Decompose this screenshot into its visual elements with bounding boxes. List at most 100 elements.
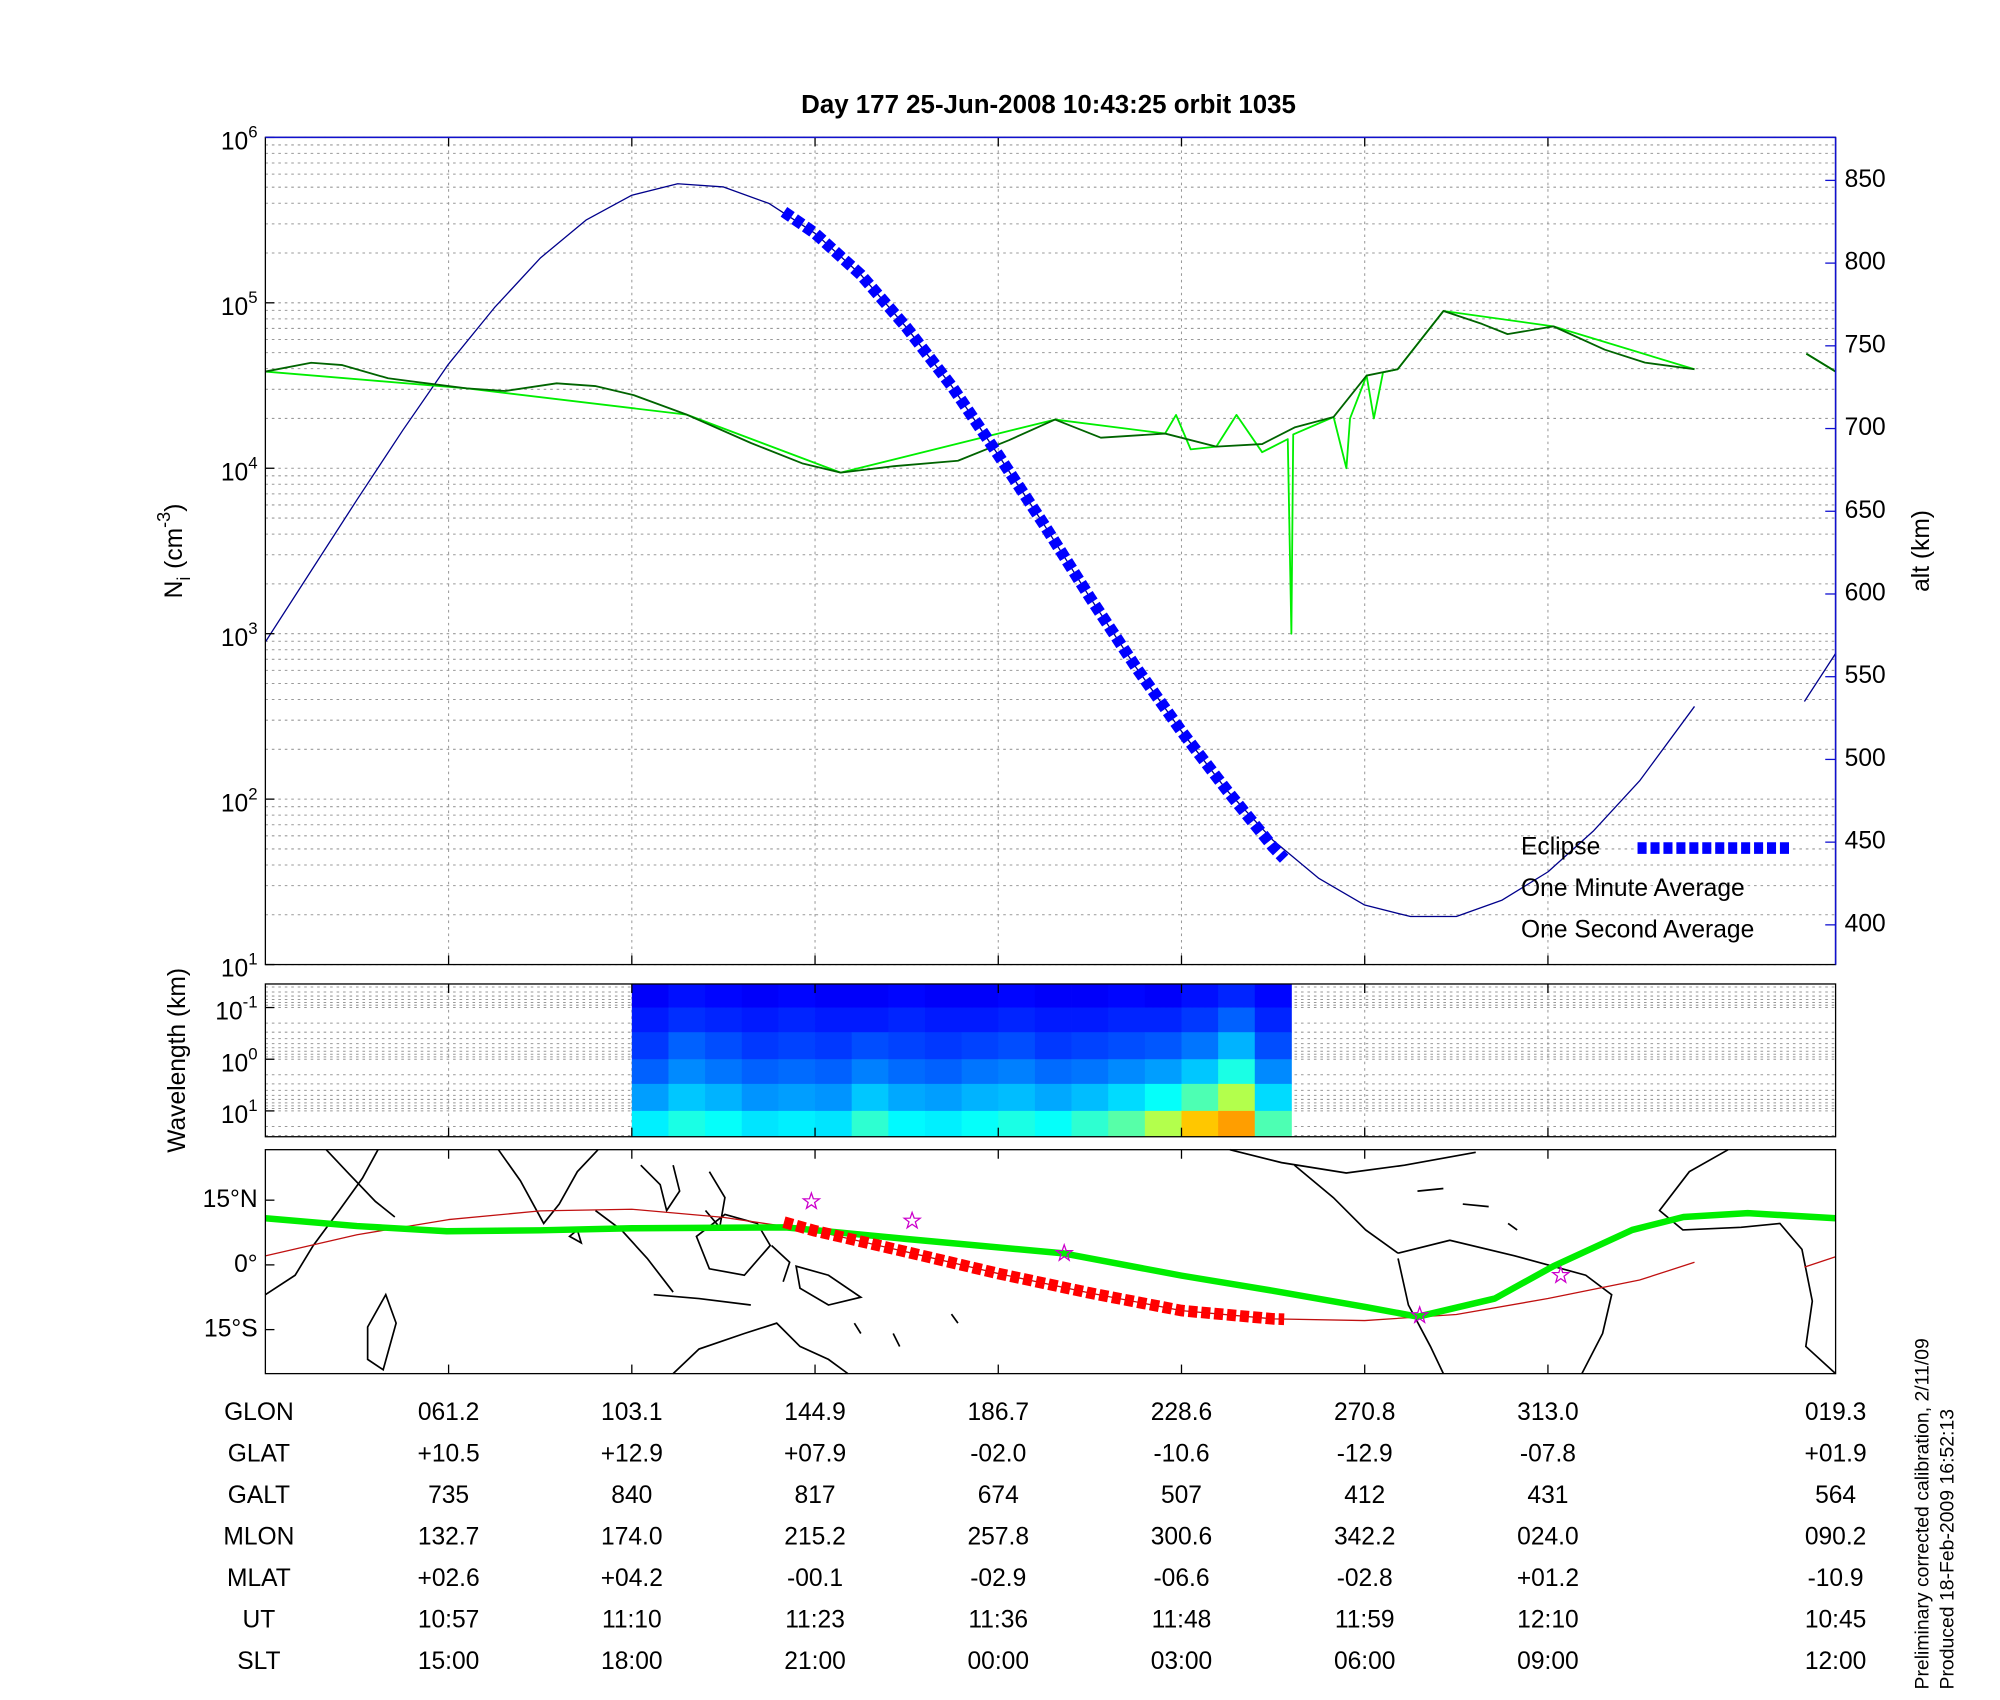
y-tick-label-base: 10 (215, 998, 242, 1025)
heat-cell (1218, 1007, 1256, 1033)
y-tick-label-power: 6 (248, 122, 257, 141)
heat-cell (1071, 983, 1109, 1008)
heat-cell (1034, 1059, 1072, 1085)
table-cell: 019.3 (1805, 1399, 1867, 1426)
y-tick-label: 104 (221, 453, 258, 486)
heat-cell (1034, 983, 1072, 1008)
heat-cell (924, 1007, 963, 1033)
heat-cell (1071, 1007, 1109, 1033)
star-marker (1054, 1242, 1075, 1262)
heat-cell (1181, 1083, 1219, 1112)
heat-cell (778, 1007, 816, 1033)
heat-cell (888, 1007, 926, 1033)
heat-cell (998, 1059, 1036, 1085)
table-cell: -10.6 (1153, 1441, 1209, 1468)
table-cell: -02.8 (1337, 1565, 1393, 1592)
heat-cell (924, 1083, 963, 1112)
star-marker (1409, 1304, 1430, 1324)
table-cell: 132.7 (418, 1524, 480, 1551)
table-cell: 144.9 (784, 1399, 846, 1426)
heat-cell (741, 1083, 779, 1112)
heat-cell (1071, 1059, 1109, 1085)
heat-cell (815, 1110, 853, 1138)
star-marker (801, 1191, 822, 1210)
row-header: GLAT (228, 1441, 290, 1468)
heat-cell (741, 1059, 779, 1085)
heat-cell (741, 1032, 779, 1060)
heat-cell (815, 1059, 853, 1085)
table-cell: -06.6 (1153, 1565, 1209, 1592)
row-header: GLON (224, 1399, 294, 1426)
legend-label: Eclipse (1521, 834, 1600, 861)
table-cell: -00.1 (787, 1565, 843, 1592)
heat-cell (924, 983, 963, 1008)
y2-tick-label: 600 (1845, 579, 1886, 606)
heat-cell (888, 1059, 926, 1085)
heat-cell (1034, 1110, 1072, 1138)
heat-cell (851, 1083, 889, 1112)
table-cell: 00:00 (968, 1648, 1030, 1675)
heat-cell (631, 1083, 669, 1112)
heat-cell (1144, 1007, 1182, 1033)
y-tick-label-power: 1 (248, 950, 257, 969)
table-cell: -02.9 (970, 1565, 1026, 1592)
table-cell: -07.8 (1520, 1441, 1576, 1468)
series-line (782, 1216, 1285, 1326)
table-cell: -02.0 (970, 1441, 1026, 1468)
heat-cell (668, 1059, 706, 1085)
heat-cell (998, 983, 1036, 1008)
heat-cell (961, 1007, 999, 1033)
heat-cell (815, 1032, 853, 1060)
table-cell: 03:00 (1151, 1648, 1213, 1675)
heat-cell (1254, 983, 1292, 1008)
heat-cell (668, 1032, 706, 1060)
table-cell: 215.2 (784, 1524, 846, 1551)
y-axis-label-part: -3 (154, 512, 174, 528)
table-cell: +10.5 (417, 1441, 479, 1468)
heat-cell (631, 1007, 669, 1033)
table-cell: 431 (1527, 1482, 1568, 1509)
y-tick-label-base: 15°N (203, 1186, 258, 1213)
table-cell: 257.8 (968, 1524, 1030, 1551)
heat-cell (888, 983, 926, 1008)
series-line (265, 310, 1837, 474)
heat-cell (631, 983, 669, 1008)
heat-cell (815, 1083, 853, 1112)
table-cell: 18:00 (601, 1648, 663, 1675)
table-cell: 11:36 (968, 1606, 1028, 1633)
heat-cell (741, 1007, 779, 1033)
table-cell: 11:23 (785, 1606, 845, 1633)
y-tick-label-power: 0 (248, 1044, 257, 1063)
table-cell: +04.2 (601, 1565, 663, 1592)
y-tick-label-base: 10 (221, 1102, 248, 1129)
y-tick-label-base: 0° (234, 1250, 257, 1277)
heat-cell (668, 1110, 706, 1138)
heat-cell (741, 983, 779, 1008)
heat-cell (998, 1083, 1036, 1112)
heat-cell (705, 1059, 743, 1085)
row-header: GALT (228, 1482, 290, 1509)
y-tick-label-power: 4 (248, 453, 257, 472)
heat-cell (1144, 1032, 1182, 1060)
heat-cell (668, 1007, 706, 1033)
y2-tick-label: 450 (1845, 828, 1886, 855)
row-header: MLAT (227, 1565, 291, 1592)
y2-tick-label: 850 (1845, 166, 1886, 193)
y-tick-label: 101 (221, 950, 258, 983)
y2-tick-label: 650 (1845, 497, 1886, 524)
heat-cell (1254, 1007, 1292, 1033)
table-cell: +07.9 (784, 1441, 846, 1468)
heat-cell (961, 1083, 999, 1112)
heat-cell (741, 1110, 779, 1138)
table-cell: +12.9 (601, 1441, 663, 1468)
y-tick-label-power: 2 (248, 784, 257, 803)
table-cell: 186.7 (968, 1399, 1030, 1426)
table-cell: 300.6 (1151, 1524, 1213, 1551)
coastlines (264, 1148, 1837, 1375)
plot-area (265, 1149, 1836, 1374)
table-cell: +01.9 (1804, 1441, 1866, 1468)
heat-cell (705, 983, 743, 1008)
y-tick-label: 15°S (204, 1315, 258, 1342)
heat-cell (1218, 1059, 1256, 1085)
heat-cell (1144, 1110, 1182, 1138)
